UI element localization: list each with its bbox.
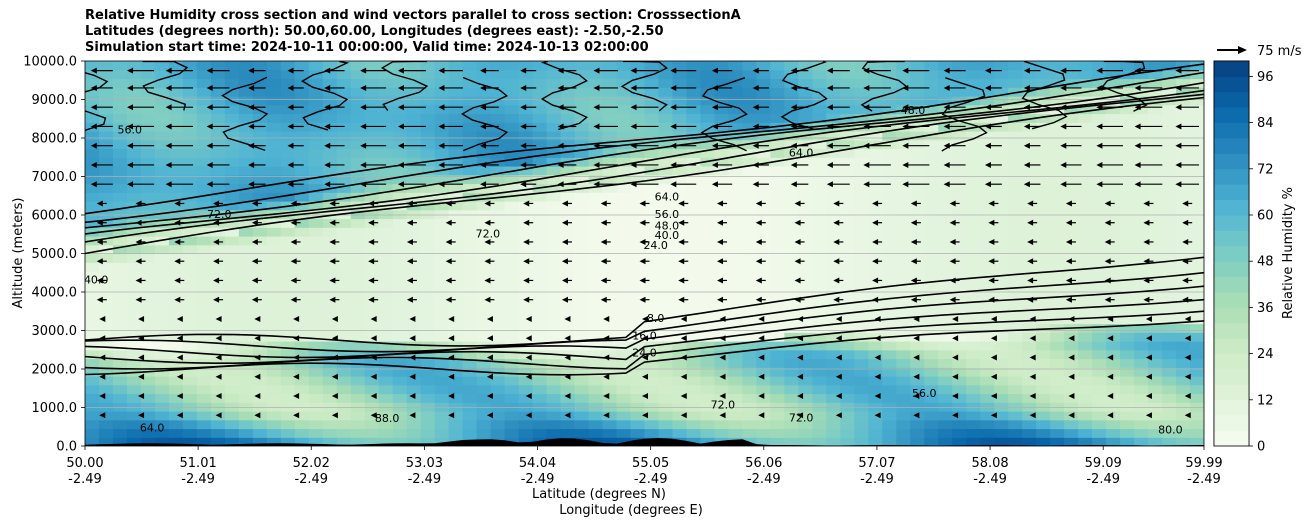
- colorbar-tick-label: 0: [1257, 440, 1265, 455]
- colorbar: 0 12 24 36 48 60 72 84 96 Relative Humidity %: [1213, 60, 1296, 455]
- x-tick-label-lon: -2.49: [68, 472, 102, 487]
- contour-label: 16.0: [632, 329, 657, 342]
- contour-label: 48.0: [655, 220, 680, 233]
- x-axis: 50.00-2.4951.01-2.4952.02-2.4953.03-2.49…: [66, 446, 1223, 487]
- x-tick-label-lon: -2.49: [1187, 472, 1221, 487]
- contour-label: 88.0: [375, 412, 400, 425]
- x-tick-label-lon: -2.49: [973, 472, 1007, 487]
- contour-label: 64.0: [655, 191, 680, 204]
- x-tick-label-lat: 54.04: [519, 456, 556, 471]
- terrain: [85, 438, 1204, 446]
- x-tick-label-lon: -2.49: [860, 472, 894, 487]
- colorbar-tick-label: 60: [1257, 209, 1274, 224]
- x-tick-label-lon: -2.49: [294, 472, 328, 487]
- colorbar-label: Relative Humidity %: [1281, 187, 1296, 319]
- x-tick-label-lat: 51.01: [180, 456, 217, 471]
- y-tick-label: 9000.0: [32, 93, 78, 108]
- y-tick-label: 2000.0: [32, 363, 78, 378]
- x-tick-label-lat: 57.07: [858, 456, 895, 471]
- chart-title-line-3: Simulation start time: 2024-10-11 00:00:…: [85, 40, 649, 55]
- x-tick-label-lon: -2.49: [408, 472, 442, 487]
- x-axis-label-2: Longitude (degrees E): [559, 503, 703, 518]
- colorbar-tick-label: 84: [1257, 116, 1274, 131]
- colorbar-tick-label: 96: [1257, 70, 1274, 85]
- y-axis: 0.0 1000.0 2000.0 3000.0 4000.0 5000.0 6000.0 7…: [23, 55, 85, 455]
- y-tick-label: 0.0: [56, 440, 77, 455]
- y-tick-label: 8000.0: [32, 132, 78, 147]
- x-tick-label-lon: -2.49: [747, 472, 781, 487]
- contour-label: 64.0: [140, 422, 165, 435]
- chart-title-line-1: Relative Humidity cross section and wind…: [85, 8, 741, 23]
- colorbar-tick-label: 36: [1257, 301, 1274, 316]
- contour-label: 72.0: [789, 411, 814, 424]
- colorbar-tick-label: 48: [1257, 255, 1274, 270]
- quiver-key: 75 m/s: [1217, 44, 1302, 59]
- x-tick-label-lat: 58.08: [971, 456, 1008, 471]
- contour-label: 56.0: [912, 387, 937, 400]
- contour-label: 64.0: [789, 146, 814, 159]
- gridlines: [85, 99, 1204, 408]
- contour-label: 72.0: [711, 399, 736, 412]
- y-tick-label: 5000.0: [32, 247, 78, 262]
- contour-label: 48.0: [901, 104, 926, 117]
- x-tick-label-lon: -2.49: [521, 472, 555, 487]
- x-tick-label-lat: 53.03: [406, 456, 443, 471]
- colorbar-tick-label: 12: [1257, 393, 1274, 408]
- y-axis-label: Altitude (meters): [11, 198, 26, 309]
- x-tick-label-lon: -2.49: [634, 472, 668, 487]
- contour-label: 56.0: [655, 208, 680, 221]
- quiver-key-label: 75 m/s: [1257, 44, 1302, 59]
- x-tick-label-lat: 56.06: [745, 456, 782, 471]
- x-tick-label-lon: -2.49: [181, 472, 215, 487]
- y-tick-label: 4000.0: [32, 286, 78, 301]
- contour-label: 8.0: [647, 312, 665, 325]
- chart-title-line-2: Latitudes (degrees north): 50.00,60.00, …: [85, 24, 664, 39]
- y-tick-label: 3000.0: [32, 324, 78, 339]
- colorbar-tick-label: 72: [1257, 162, 1274, 177]
- contour-label: 80.0: [1158, 424, 1183, 437]
- y-tick-label: 7000.0: [32, 170, 78, 185]
- colorbar-tick-label: 24: [1257, 347, 1274, 362]
- y-tick-label: 1000.0: [32, 401, 78, 416]
- contour-label: 24.0: [632, 347, 657, 360]
- y-tick-label: 6000.0: [32, 209, 78, 224]
- x-tick-label-lat: 52.02: [293, 456, 330, 471]
- x-axis-label: Latitude (degrees N): [532, 487, 666, 502]
- y-tick-label: 10000.0: [23, 55, 77, 70]
- x-tick-label-lat: 59.09: [1085, 456, 1122, 471]
- contour-label: 40.0: [655, 229, 680, 242]
- quiver-key-arrow-icon: [1238, 46, 1247, 54]
- contour-lines: 64.056.048.040.024.08.016.024.072.072.05…: [85, 61, 1204, 437]
- x-tick-label-lat: 59.99: [1185, 456, 1222, 471]
- x-tick-label-lon: -2.49: [1086, 472, 1120, 487]
- contour-label: 24.0: [643, 239, 668, 252]
- contour-label: 72.0: [476, 227, 501, 240]
- x-tick-label-lat: 55.05: [632, 456, 669, 471]
- x-tick-label-lat: 50.00: [66, 456, 103, 471]
- contour-label: 72.0: [207, 208, 232, 221]
- wind-vectors: [90, 67, 1200, 419]
